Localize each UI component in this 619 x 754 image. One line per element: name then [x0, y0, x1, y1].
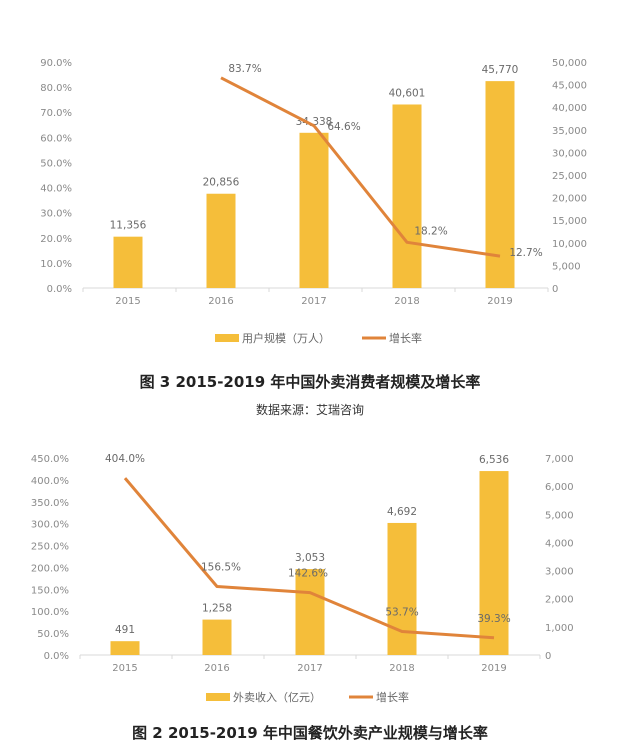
figure-source: 数据来源：艾瑞咨询	[256, 402, 364, 417]
x-axis-tick-label: 2017	[301, 296, 326, 307]
figure-title: 图 2 2015-2019 年中国餐饮外卖产业规模与增长率	[132, 724, 488, 742]
x-axis-tick-label: 2015	[112, 663, 137, 674]
right-axis-tick-label: 10,000	[552, 239, 587, 250]
x-axis-tick-label: 2016	[208, 296, 233, 307]
right-axis-tick-label: 0	[545, 651, 551, 662]
left-axis-tick-label: 50.0%	[40, 158, 72, 169]
left-axis-tick-label: 70.0%	[40, 108, 72, 119]
chart-1: 0.0% 10.0% 20.0% 30.0% 40.0% 50.0% 60.0% 70.0% 8…	[40, 58, 587, 417]
right-axis-tick-label: 4,000	[545, 538, 574, 549]
bar-2016	[206, 193, 236, 288]
line-data-label: 12.7%	[509, 247, 542, 259]
right-axis-tick-label: 20,000	[552, 194, 587, 205]
bar-data-label: 11,356	[110, 220, 147, 232]
x-axis-tick-label: 2017	[297, 663, 322, 674]
left-axis-tick-label: 30.0%	[40, 209, 72, 220]
bar-data-label: 491	[115, 624, 135, 636]
x-axis-tick-label: 2018	[394, 296, 419, 307]
x-axis-tick-label: 2015	[115, 296, 140, 307]
right-axis-tick-label: 30,000	[552, 148, 587, 159]
left-axis-tick-label: 90.0%	[40, 58, 72, 69]
x-axis-tick-label: 2018	[389, 663, 414, 674]
left-axis-tick-label: 20.0%	[40, 234, 72, 245]
x-axis-tick-label: 2016	[204, 663, 229, 674]
line-data-label: 83.7%	[228, 63, 261, 75]
right-axis-tick-label: 6,000	[545, 482, 574, 493]
right-axis-tick-label: 3,000	[545, 567, 574, 578]
legend-label-line: 增长率	[376, 690, 409, 704]
line-data-label: 142.6%	[288, 568, 328, 580]
bar-data-label: 6,536	[479, 454, 509, 466]
right-axis-tick-label: 50,000	[552, 58, 587, 69]
bar-2017	[299, 132, 329, 288]
legend-label-bar: 用户规模（万人）	[242, 331, 330, 345]
growth-rate-line	[220, 76, 501, 258]
right-axis-tick-label: 15,000	[552, 216, 587, 227]
bar-data-label: 1,258	[202, 603, 232, 615]
right-axis-tick-label: 7,000	[545, 454, 574, 465]
left-axis-tick-label: 100.0%	[31, 607, 69, 618]
left-axis-tick-label: 400.0%	[31, 476, 69, 487]
chart-2: 0.0% 50.0% 100.0% 150.0% 200.0% 250.0% 300.0% 3…	[31, 453, 574, 742]
line-data-label: 53.7%	[385, 606, 418, 618]
right-axis-tick-label: 25,000	[552, 171, 587, 182]
bar-data-label: 40,601	[389, 87, 426, 99]
bar-data-label: 3,053	[295, 552, 325, 564]
x-axis-tick-label: 2019	[481, 663, 506, 674]
right-axis-tick-label: 0	[552, 284, 558, 295]
left-axis-tick-label: 450.0%	[31, 454, 69, 465]
bar-2015	[110, 641, 140, 655]
line-data-label: 156.5%	[201, 561, 241, 573]
right-axis-tick-label: 1,000	[545, 623, 574, 634]
legend-label-line: 增长率	[389, 331, 422, 345]
legend-label-bar: 外卖收入（亿元）	[233, 690, 321, 704]
line-data-label: 39.3%	[477, 613, 510, 625]
left-axis-tick-label: 0.0%	[44, 651, 69, 662]
bar-2015	[113, 236, 143, 288]
right-axis-tick-label: 35,000	[552, 126, 587, 137]
bar-data-label: 4,692	[387, 506, 417, 518]
left-axis-tick-label: 80.0%	[40, 83, 72, 94]
right-axis-tick-label: 45,000	[552, 81, 587, 92]
x-axis-tick-label: 2019	[487, 296, 512, 307]
line-data-label: 64.6%	[327, 121, 360, 133]
left-axis-tick-label: 40.0%	[40, 184, 72, 195]
bar-2018	[392, 104, 422, 288]
legend-swatch-bar	[215, 334, 239, 342]
bar-data-label: 34,338	[296, 116, 333, 128]
bar-2018	[387, 522, 417, 655]
line-data-label: 18.2%	[414, 225, 447, 237]
figure-title: 图 3 2015-2019 年中国外卖消费者规模及增长率	[140, 373, 481, 391]
bar-data-label: 20,856	[203, 177, 240, 189]
left-axis-tick-label: 0.0%	[47, 284, 72, 295]
left-axis-tick-label: 350.0%	[31, 498, 69, 509]
right-axis-tick-label: 5,000	[552, 261, 581, 272]
left-axis-tick-label: 300.0%	[31, 520, 69, 531]
bar-2017	[295, 569, 325, 655]
bar-2019	[479, 471, 509, 655]
right-axis-tick-label: 2,000	[545, 595, 574, 606]
left-axis-tick-label: 10.0%	[40, 259, 72, 270]
left-axis-tick-label: 150.0%	[31, 585, 69, 596]
right-axis-tick-label: 5,000	[545, 510, 574, 521]
bar-2016	[202, 619, 232, 655]
left-axis-tick-label: 250.0%	[31, 542, 69, 553]
left-axis-tick-label: 50.0%	[37, 629, 69, 640]
legend-swatch-bar	[206, 693, 230, 701]
right-axis-tick-label: 40,000	[552, 103, 587, 114]
left-axis-tick-label: 60.0%	[40, 133, 72, 144]
left-axis-tick-label: 200.0%	[31, 563, 69, 574]
bar-data-label: 45,770	[482, 64, 519, 76]
line-data-label: 404.0%	[105, 453, 145, 465]
